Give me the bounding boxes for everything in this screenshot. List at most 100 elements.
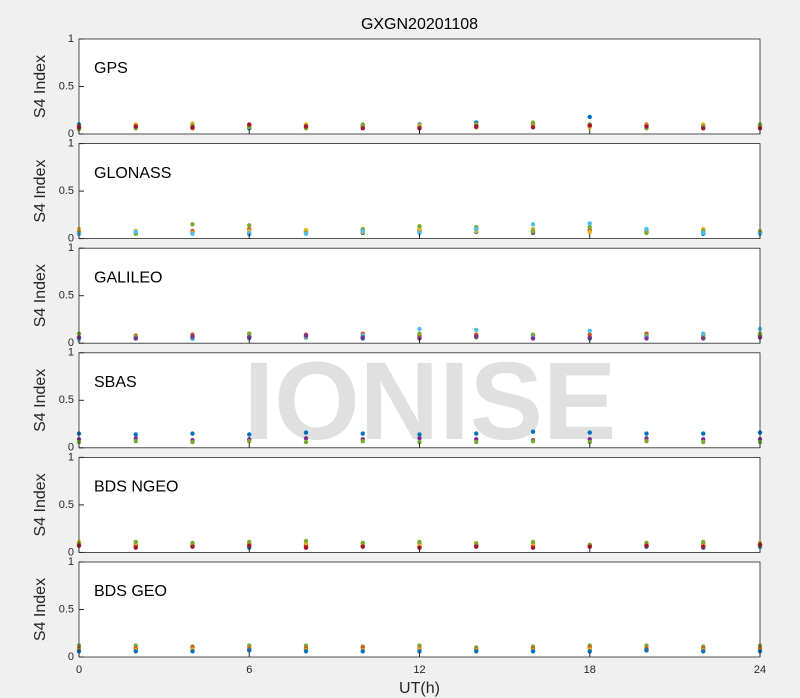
data-point: [247, 122, 252, 127]
panel-label: GLONASS: [94, 165, 171, 182]
data-point: [701, 649, 706, 654]
panel-label: BDS GEO: [94, 583, 167, 600]
data-point: [303, 430, 309, 435]
data-point: [247, 438, 252, 444]
y-axis-label: S4 Index: [32, 473, 49, 536]
data-point: [587, 649, 592, 654]
y-tick-label: 1: [68, 33, 74, 45]
data-point: [530, 120, 536, 125]
data-point: [587, 123, 592, 128]
y-tick-label: 1: [68, 347, 74, 359]
data-point: [247, 335, 252, 340]
data-point: [587, 221, 592, 226]
data-point: [644, 124, 649, 129]
data-point: [530, 125, 536, 130]
data-point: [701, 331, 706, 336]
data-point: [247, 331, 252, 336]
data-point: [360, 540, 365, 546]
data-point: [360, 122, 365, 127]
panel-label: SBAS: [94, 374, 137, 391]
data-point: [303, 538, 309, 544]
data-point: [587, 114, 592, 120]
y-tick-label: 1: [68, 138, 74, 150]
data-point: [644, 336, 649, 341]
y-tick-label: 0.5: [59, 185, 74, 197]
data-point: [247, 432, 252, 437]
data-point: [303, 333, 309, 338]
data-point: [303, 436, 309, 441]
data-point: [587, 335, 592, 340]
data-point: [133, 229, 138, 235]
data-point: [190, 334, 195, 339]
data-point: [133, 438, 138, 444]
data-point: [360, 335, 365, 340]
data-point: [530, 228, 536, 234]
data-point: [474, 226, 479, 232]
data-point: [417, 326, 422, 332]
y-axis-label: S4 Index: [32, 55, 49, 118]
data-point: [360, 438, 365, 444]
data-point: [303, 231, 309, 237]
data-point: [133, 432, 138, 437]
x-tick-label: 6: [246, 664, 252, 676]
data-point: [247, 223, 252, 228]
data-point: [530, 336, 536, 341]
y-tick-label: 0: [68, 233, 74, 245]
y-tick-label: 0: [68, 128, 74, 140]
data-point: [530, 438, 536, 444]
axes-background: [79, 39, 760, 134]
y-tick-label: 0: [68, 442, 74, 454]
data-point: [247, 539, 252, 545]
data-point: [474, 431, 479, 436]
y-tick-label: 0.5: [59, 603, 74, 615]
panel-label: BDS NGEO: [94, 479, 178, 496]
data-point: [701, 544, 706, 549]
data-point: [190, 649, 195, 654]
data-point: [190, 439, 195, 445]
data-point: [360, 544, 365, 549]
y-tick-label: 0: [68, 337, 74, 349]
data-point: [417, 649, 422, 654]
x-axis-label: UT(h): [399, 680, 440, 697]
y-tick-label: 1: [68, 451, 74, 463]
data-point: [644, 438, 649, 444]
data-point: [417, 432, 422, 437]
data-point: [360, 649, 365, 654]
y-axis-label: S4 Index: [32, 160, 49, 223]
y-axis-label: S4 Index: [32, 264, 49, 327]
data-point: [247, 230, 252, 236]
data-point: [474, 544, 479, 549]
data-point: [474, 334, 479, 339]
data-point: [474, 649, 479, 654]
data-point: [190, 544, 195, 549]
data-point: [530, 222, 536, 227]
data-point: [587, 229, 592, 235]
watermark: IONISE: [244, 340, 617, 463]
data-point: [644, 543, 649, 548]
data-point: [474, 327, 479, 333]
data-point: [587, 544, 592, 549]
axes-background: [79, 457, 760, 553]
data-point: [417, 539, 422, 545]
data-point: [303, 124, 309, 129]
data-point: [644, 431, 649, 436]
data-point: [417, 439, 422, 445]
data-point: [417, 224, 422, 229]
data-point: [190, 231, 195, 237]
data-point: [474, 439, 479, 445]
data-point: [190, 540, 195, 546]
y-tick-label: 0.5: [59, 394, 74, 406]
data-point: [190, 431, 195, 436]
data-point: [644, 648, 649, 653]
data-point: [530, 545, 536, 550]
x-tick-label: 12: [413, 664, 425, 676]
y-axis-label: S4 Index: [32, 369, 49, 432]
y-tick-label: 1: [68, 242, 74, 254]
x-tick-label: 0: [76, 664, 82, 676]
y-axis-label: S4 Index: [32, 578, 49, 641]
panel-label: GALILEO: [94, 269, 162, 286]
data-point: [587, 430, 592, 435]
data-point: [530, 429, 536, 434]
data-point: [133, 545, 138, 550]
